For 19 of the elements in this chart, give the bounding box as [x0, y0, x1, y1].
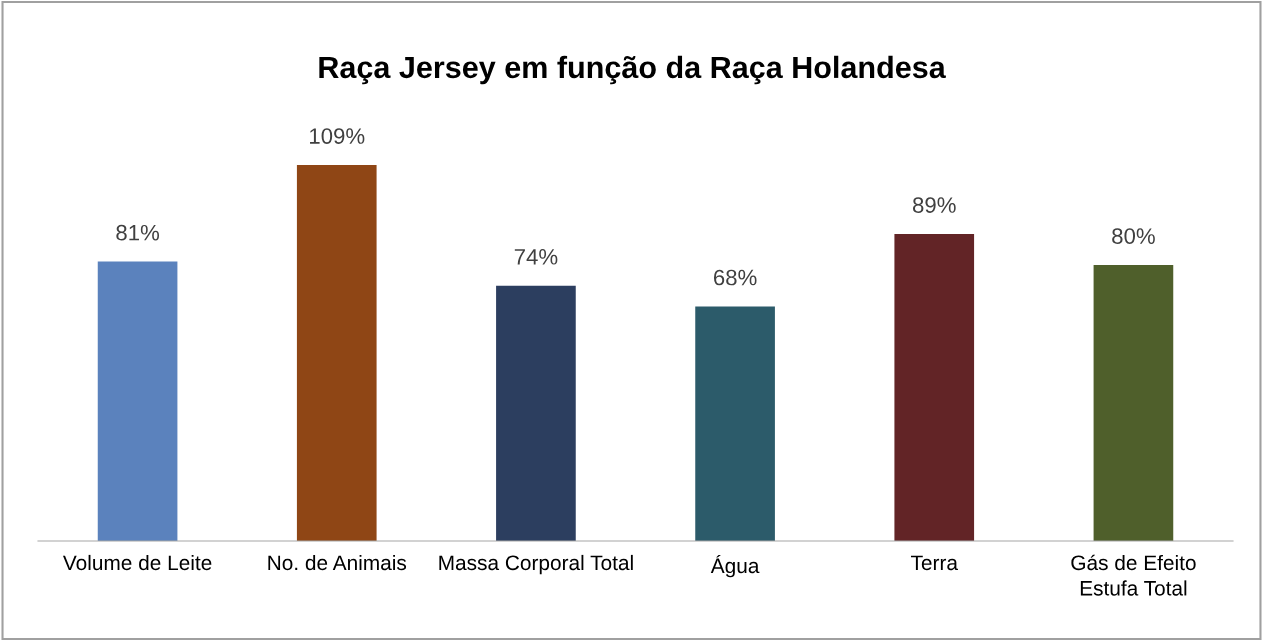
- bar: [695, 306, 775, 541]
- data-label: 81%: [116, 224, 160, 241]
- x-tick-label: Terra: [910, 555, 958, 571]
- data-label: 89%: [912, 197, 956, 213]
- bar: [97, 261, 178, 541]
- data-label: 74%: [514, 249, 558, 265]
- x-tick-label: Gás de Efeito Estufa Total: [1071, 554, 1196, 596]
- bar: [894, 233, 975, 541]
- x-tick-label: No. de Animais: [268, 554, 407, 571]
- data-label: 109%: [310, 128, 365, 144]
- bar: [296, 165, 377, 541]
- bar: [496, 285, 576, 541]
- x-tick-label: Água: [710, 554, 760, 578]
- data-label: 68%: [713, 269, 757, 286]
- data-label: 80%: [1112, 228, 1155, 244]
- chart-title: Raça Jersey em função da Raça Holandesa: [319, 55, 946, 85]
- bar: [1093, 265, 1174, 541]
- x-tick-label: Volume de Leite: [62, 554, 212, 571]
- x-tick-label: Massa Corporal Total: [439, 554, 633, 575]
